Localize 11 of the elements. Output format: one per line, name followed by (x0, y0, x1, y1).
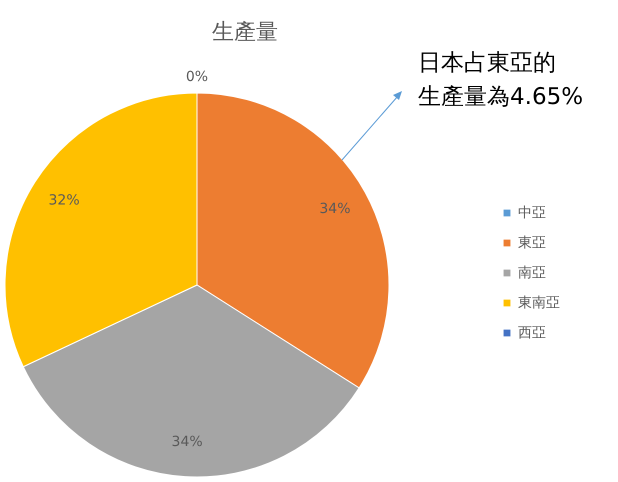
legend-label: 東南亞 (518, 295, 560, 311)
data-label: 32% (48, 192, 80, 209)
legend-label: 東亞 (518, 235, 546, 251)
data-label: 34% (172, 434, 203, 450)
legend-label: 西亞 (518, 325, 546, 341)
legend-label: 南亞 (518, 265, 546, 281)
chart-title: 生產量 (212, 20, 278, 45)
text: 日本占東亞的生產量為4.65% (418, 50, 584, 110)
legend-label: 中亞 (518, 205, 546, 221)
data-label: 34% (319, 201, 351, 218)
text: 0% (186, 69, 208, 85)
